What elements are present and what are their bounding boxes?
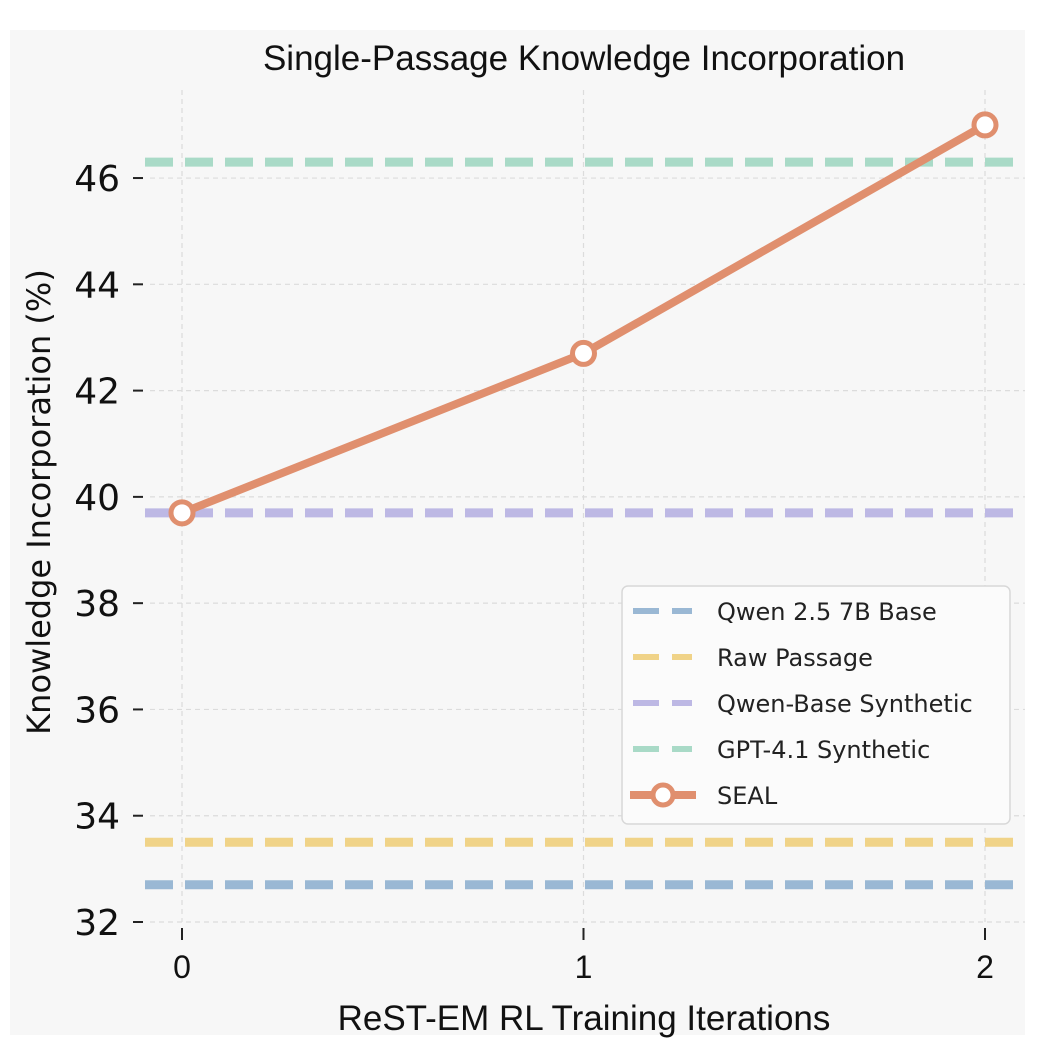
legend-box	[621, 585, 1011, 825]
y-tick-label: 46	[74, 159, 120, 200]
chart-title: Single-Passage Knowledge Incorporation	[263, 39, 905, 78]
legend-item: Qwen-Base Synthetic	[633, 690, 973, 718]
y-tick-label: 34	[74, 797, 120, 838]
y-axis-label: Knowledge Incorporation (%)	[20, 269, 58, 735]
seal-point	[570, 339, 597, 367]
reference-lines	[145, 157, 1025, 890]
legend-item: SEAL	[630, 782, 778, 810]
seal-point	[168, 499, 196, 527]
y-tick-label: 36	[74, 690, 120, 731]
x-tick-label: 2	[976, 949, 994, 985]
x-axis-label: ReST-EM RL Training Iterations	[338, 999, 831, 1038]
legend: Qwen 2.5 7B Base Raw Passage Qwen-Base Syn…	[621, 585, 1011, 825]
y-tick-label: 32	[74, 903, 120, 944]
y-tick-label: 42	[74, 372, 120, 413]
x-tick-label: 0	[173, 949, 191, 985]
x-tick-label: 1	[575, 949, 593, 985]
legend-label: GPT-4.1 Synthetic	[717, 736, 930, 764]
legend-item: Raw Passage	[633, 644, 873, 672]
seal-point	[971, 111, 999, 139]
seal-series	[168, 111, 999, 527]
legend-marker	[650, 782, 676, 808]
axis-ticks: 0 1 2 32 34 36 38 40 42 44 46	[74, 159, 994, 985]
y-tick-label: 38	[74, 584, 120, 625]
legend-label: SEAL	[717, 782, 778, 810]
y-tick-label: 40	[74, 478, 120, 519]
legend-label: Qwen 2.5 7B Base	[717, 598, 937, 626]
y-tick-label: 44	[74, 265, 120, 306]
legend-label: Raw Passage	[717, 644, 873, 672]
legend-item: GPT-4.1 Synthetic	[633, 736, 930, 764]
legend-label: Qwen-Base Synthetic	[717, 690, 973, 718]
legend-item: Qwen 2.5 7B Base	[633, 598, 937, 626]
